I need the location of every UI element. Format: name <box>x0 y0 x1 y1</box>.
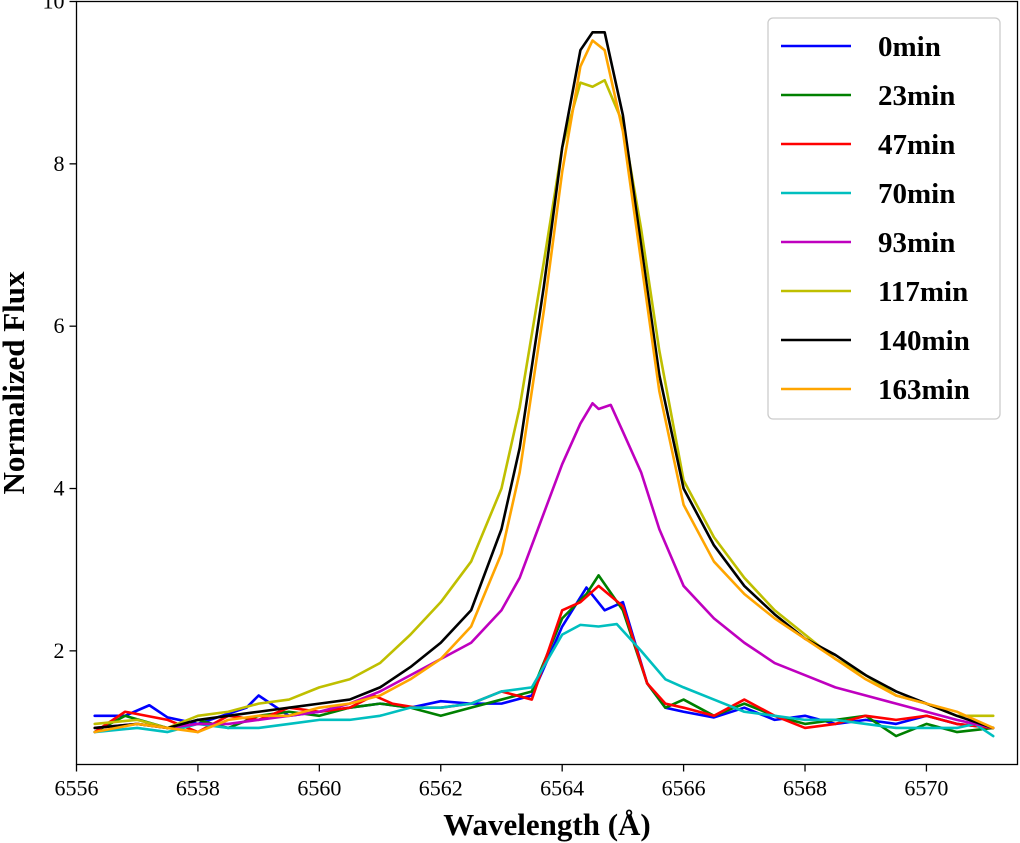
x-tick-label: 6570 <box>904 776 948 801</box>
y-axis: 2 4 6 8 10 <box>43 0 77 663</box>
legend-label: 140min <box>878 325 970 357</box>
series-line-0min <box>93 586 995 730</box>
series-line-93min <box>93 401 995 730</box>
x-tick-label: 6558 <box>176 776 220 801</box>
legend-label: 70min <box>878 178 955 210</box>
legend-label: 0min <box>878 31 941 63</box>
y-tick-label: 2 <box>54 638 65 663</box>
x-tick-label: 6564 <box>540 776 584 801</box>
y-axis-label: Normalized Flux <box>0 271 31 494</box>
series-layer <box>93 31 995 738</box>
legend-label: 93min <box>878 227 955 259</box>
series-line-140min <box>93 31 995 730</box>
x-axis-label: Wavelength (Å) <box>443 807 651 842</box>
legend: 0min 23min 47min 70min 93min 117min 140min 163m… <box>767 17 1001 420</box>
y-tick-label: 8 <box>54 151 65 176</box>
series-line-70min <box>93 622 995 738</box>
y-tick-label: 6 <box>54 313 65 338</box>
legend-label: 23min <box>878 80 955 112</box>
plot-frame <box>75 0 1019 766</box>
legend-box <box>767 17 1001 420</box>
series-line-163min <box>93 39 995 734</box>
x-tick-label: 6562 <box>419 776 463 801</box>
x-tick-label: 6566 <box>662 776 706 801</box>
legend-label: 163min <box>878 374 970 406</box>
legend-label: 117min <box>878 276 968 308</box>
x-tick-label: 6560 <box>297 776 341 801</box>
x-tick-label: 6568 <box>783 776 827 801</box>
y-tick-label: 10 <box>43 0 65 14</box>
x-tick-label: 6556 <box>55 776 99 801</box>
x-axis: 6556 6558 6560 6562 6564 6566 6568 6570 <box>55 764 948 801</box>
legend-label: 47min <box>878 129 955 161</box>
y-tick-label: 4 <box>54 476 65 501</box>
